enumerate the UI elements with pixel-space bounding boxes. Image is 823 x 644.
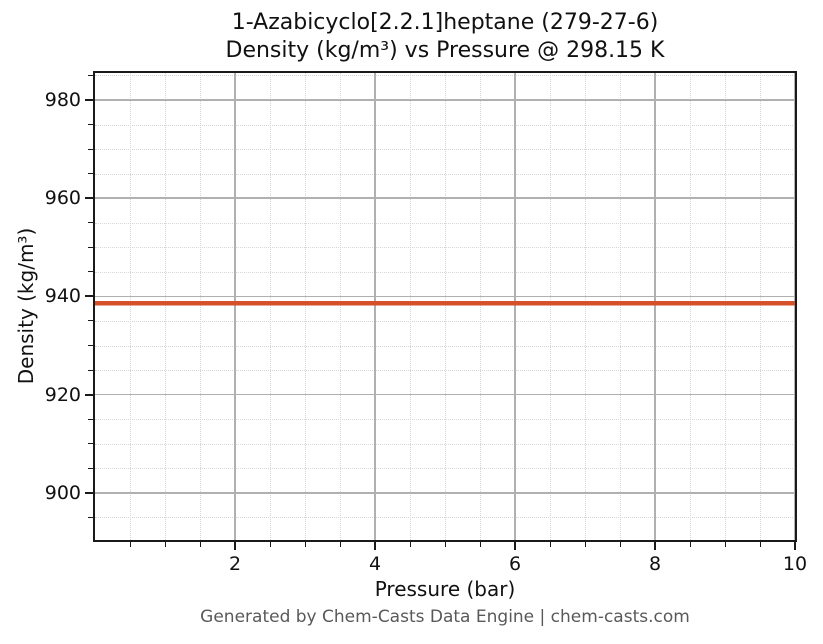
x-minor-tick (549, 542, 551, 547)
y-minor-tick (88, 271, 93, 273)
x-tick-label: 4 (368, 553, 382, 575)
minor-gridline-x (620, 73, 621, 540)
y-major-tick (85, 197, 93, 200)
x-minor-tick (759, 542, 761, 547)
x-tick-label: 10 (782, 553, 808, 575)
minor-gridline-x (550, 73, 551, 540)
minor-gridline-y (95, 222, 795, 224)
y-minor-tick (88, 418, 93, 420)
x-major-tick (374, 542, 376, 550)
x-minor-tick (164, 542, 166, 547)
minor-gridline-y (95, 271, 795, 273)
x-tick-label: 2 (228, 553, 242, 575)
chart-title: 1-Azabicyclo[2.2.1]heptane (279-27-6) De… (95, 9, 795, 65)
y-major-tick (85, 295, 93, 298)
x-major-tick (514, 542, 516, 550)
x-minor-tick (129, 542, 131, 547)
minor-gridline-y (95, 517, 795, 519)
x-minor-tick (584, 542, 586, 547)
minor-gridline-x (585, 73, 586, 540)
x-minor-tick (619, 542, 621, 547)
major-gridline-x (374, 73, 376, 540)
y-minor-tick (88, 148, 93, 150)
y-minor-tick (88, 320, 93, 322)
minor-gridline-y (95, 345, 795, 347)
y-minor-tick (88, 443, 93, 445)
y-axis-label: Density (kg/m³) (14, 227, 38, 385)
x-minor-tick (409, 542, 411, 547)
y-major-tick (85, 393, 93, 396)
y-minor-tick (88, 467, 93, 469)
y-minor-tick (88, 74, 93, 76)
y-minor-tick (88, 173, 93, 175)
minor-gridline-x (130, 73, 131, 540)
minor-gridline-x (725, 73, 726, 540)
axes-box (93, 71, 797, 542)
x-minor-tick (269, 542, 271, 547)
minor-gridline-y (95, 124, 795, 126)
x-minor-tick (689, 542, 691, 547)
x-major-tick (794, 542, 796, 550)
minor-gridline-x (480, 73, 481, 540)
y-major-tick (85, 491, 93, 494)
y-tick-label: 980 (44, 89, 81, 111)
major-gridline-y (95, 295, 795, 298)
minor-gridline-x (690, 73, 691, 540)
y-minor-tick (88, 246, 93, 248)
x-minor-tick (304, 542, 306, 547)
major-gridline-y (95, 492, 795, 494)
minor-gridline-y (95, 173, 795, 175)
x-axis-label: Pressure (bar) (374, 577, 516, 601)
x-minor-tick (199, 542, 201, 547)
x-minor-tick (724, 542, 726, 547)
major-gridline-x (514, 73, 516, 540)
y-minor-tick (88, 345, 93, 347)
y-tick-label: 960 (44, 187, 81, 210)
x-minor-tick (339, 542, 341, 547)
y-major-tick (85, 99, 93, 101)
minor-gridline-y (95, 75, 795, 77)
y-minor-tick (88, 124, 93, 126)
minor-gridline-x (340, 73, 341, 540)
y-tick-label: 940 (44, 285, 81, 308)
minor-gridline-y (95, 370, 795, 372)
y-tick-label: 920 (44, 383, 81, 406)
minor-gridline-x (270, 73, 271, 540)
y-minor-tick (88, 222, 93, 224)
minor-gridline-y (95, 468, 795, 470)
footer-caption: Generated by Chem-Casts Data Engine | ch… (200, 607, 690, 627)
x-tick-label: 8 (648, 553, 662, 575)
minor-gridline-y (95, 320, 795, 322)
x-minor-tick (479, 542, 481, 547)
minor-gridline-y (95, 149, 795, 151)
minor-gridline-x (165, 73, 166, 540)
x-major-tick (654, 542, 656, 550)
y-tick-label: 900 (44, 481, 81, 504)
minor-gridline-x (305, 73, 306, 540)
major-gridline-y (95, 197, 795, 199)
y-minor-tick (88, 369, 93, 371)
y-minor-tick (88, 516, 93, 518)
major-gridline-y (95, 99, 795, 101)
minor-gridline-y (95, 443, 795, 445)
x-major-tick (234, 542, 236, 550)
minor-gridline-x (445, 73, 446, 540)
minor-gridline-x (200, 73, 201, 540)
major-gridline-x (234, 73, 236, 540)
minor-gridline-x (760, 73, 761, 540)
minor-gridline-y (95, 247, 795, 249)
chart-title-line1: 1-Azabicyclo[2.2.1]heptane (279-27-6) (231, 10, 659, 35)
minor-gridline-x (410, 73, 411, 540)
major-gridline-x (654, 73, 656, 540)
chart-title-line2: Density (kg/m³) vs Pressure @ 298.15 K (225, 38, 665, 63)
minor-gridline-y (95, 419, 795, 421)
x-tick-label: 6 (508, 553, 522, 575)
major-gridline-y (95, 393, 795, 396)
x-minor-tick (444, 542, 446, 547)
